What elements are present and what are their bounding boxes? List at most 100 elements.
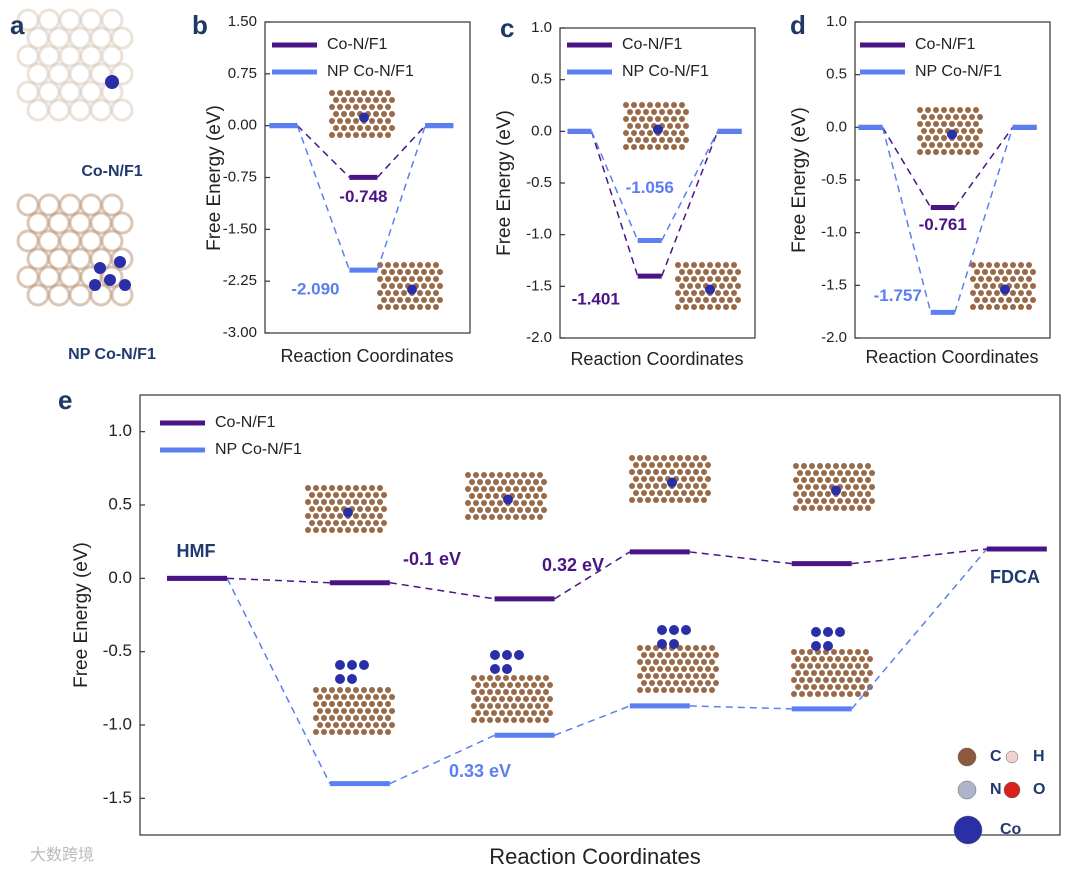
atom bbox=[389, 708, 395, 714]
atom bbox=[377, 513, 383, 519]
atom bbox=[921, 128, 927, 134]
atom bbox=[389, 111, 395, 117]
atom bbox=[627, 109, 633, 115]
atom bbox=[653, 483, 659, 489]
atom bbox=[385, 262, 391, 268]
atom bbox=[865, 505, 871, 511]
atom bbox=[801, 477, 807, 483]
atom bbox=[857, 463, 863, 469]
atom bbox=[803, 656, 809, 662]
value-label: -0.748 bbox=[339, 187, 387, 206]
atom bbox=[517, 507, 523, 513]
atom bbox=[637, 497, 643, 503]
atom bbox=[973, 149, 979, 155]
atom bbox=[821, 498, 827, 504]
atom bbox=[813, 470, 819, 476]
connector bbox=[296, 125, 350, 178]
atom bbox=[978, 262, 984, 268]
atom bbox=[681, 476, 687, 482]
atom bbox=[693, 687, 699, 693]
atom bbox=[837, 470, 843, 476]
atom bbox=[485, 493, 491, 499]
atom bbox=[683, 123, 689, 129]
atom bbox=[647, 102, 653, 108]
atom bbox=[667, 477, 677, 488]
atom bbox=[361, 729, 367, 735]
atom bbox=[393, 304, 399, 310]
atom bbox=[417, 304, 423, 310]
atom bbox=[517, 493, 523, 499]
atom bbox=[381, 708, 387, 714]
atom bbox=[653, 124, 663, 135]
atom bbox=[653, 673, 659, 679]
atom bbox=[1018, 304, 1024, 310]
atom bbox=[697, 490, 703, 496]
atom bbox=[673, 666, 679, 672]
atom bbox=[705, 680, 711, 686]
atom bbox=[543, 689, 549, 695]
atom bbox=[657, 666, 663, 672]
atom bbox=[377, 290, 383, 296]
atom bbox=[701, 455, 707, 461]
atom bbox=[921, 142, 927, 148]
atom-swatch bbox=[957, 780, 977, 800]
atom bbox=[685, 469, 691, 475]
atom bbox=[519, 717, 525, 723]
atom bbox=[525, 493, 531, 499]
y-tick-label: 0.0 bbox=[826, 118, 847, 135]
atom bbox=[373, 708, 379, 714]
atom bbox=[341, 97, 347, 103]
atom bbox=[513, 486, 519, 492]
atom bbox=[699, 276, 705, 282]
atom bbox=[699, 290, 705, 296]
atom bbox=[429, 297, 435, 303]
y-tick-label: -1.0 bbox=[103, 714, 132, 733]
atom bbox=[365, 97, 371, 103]
atom bbox=[305, 499, 311, 505]
atom bbox=[689, 652, 695, 658]
atom bbox=[489, 500, 495, 506]
atom bbox=[537, 472, 543, 478]
atom bbox=[669, 455, 675, 461]
atom bbox=[337, 715, 343, 721]
atom bbox=[627, 123, 633, 129]
atom bbox=[705, 666, 711, 672]
atom bbox=[705, 476, 711, 482]
atom bbox=[309, 492, 315, 498]
atom bbox=[978, 290, 984, 296]
atom bbox=[377, 118, 383, 124]
atom bbox=[851, 684, 857, 690]
atom bbox=[841, 463, 847, 469]
atom bbox=[1026, 290, 1032, 296]
atom bbox=[715, 290, 721, 296]
atom bbox=[793, 491, 799, 497]
atom bbox=[917, 107, 923, 113]
atom bbox=[313, 715, 319, 721]
atom bbox=[685, 455, 691, 461]
atom bbox=[735, 283, 741, 289]
atom bbox=[731, 276, 737, 282]
atom bbox=[961, 128, 967, 134]
atom bbox=[689, 666, 695, 672]
atom bbox=[517, 479, 523, 485]
atom bbox=[479, 703, 485, 709]
atom bbox=[657, 680, 663, 686]
atom bbox=[986, 304, 992, 310]
legend-label: NP Co-N/F1 bbox=[327, 63, 414, 80]
connector bbox=[554, 705, 631, 736]
atom bbox=[305, 527, 311, 533]
structure-label: NP Co-N/F1 bbox=[68, 346, 156, 363]
atom bbox=[659, 109, 665, 115]
atom bbox=[821, 470, 827, 476]
atom bbox=[317, 520, 323, 526]
atom bbox=[863, 649, 869, 655]
atom bbox=[345, 527, 351, 533]
atom bbox=[525, 479, 531, 485]
atom bbox=[683, 304, 689, 310]
atom bbox=[643, 137, 649, 143]
atom bbox=[965, 107, 971, 113]
atom bbox=[982, 269, 988, 275]
atom bbox=[521, 472, 527, 478]
atom bbox=[513, 472, 519, 478]
atom bbox=[539, 710, 545, 716]
